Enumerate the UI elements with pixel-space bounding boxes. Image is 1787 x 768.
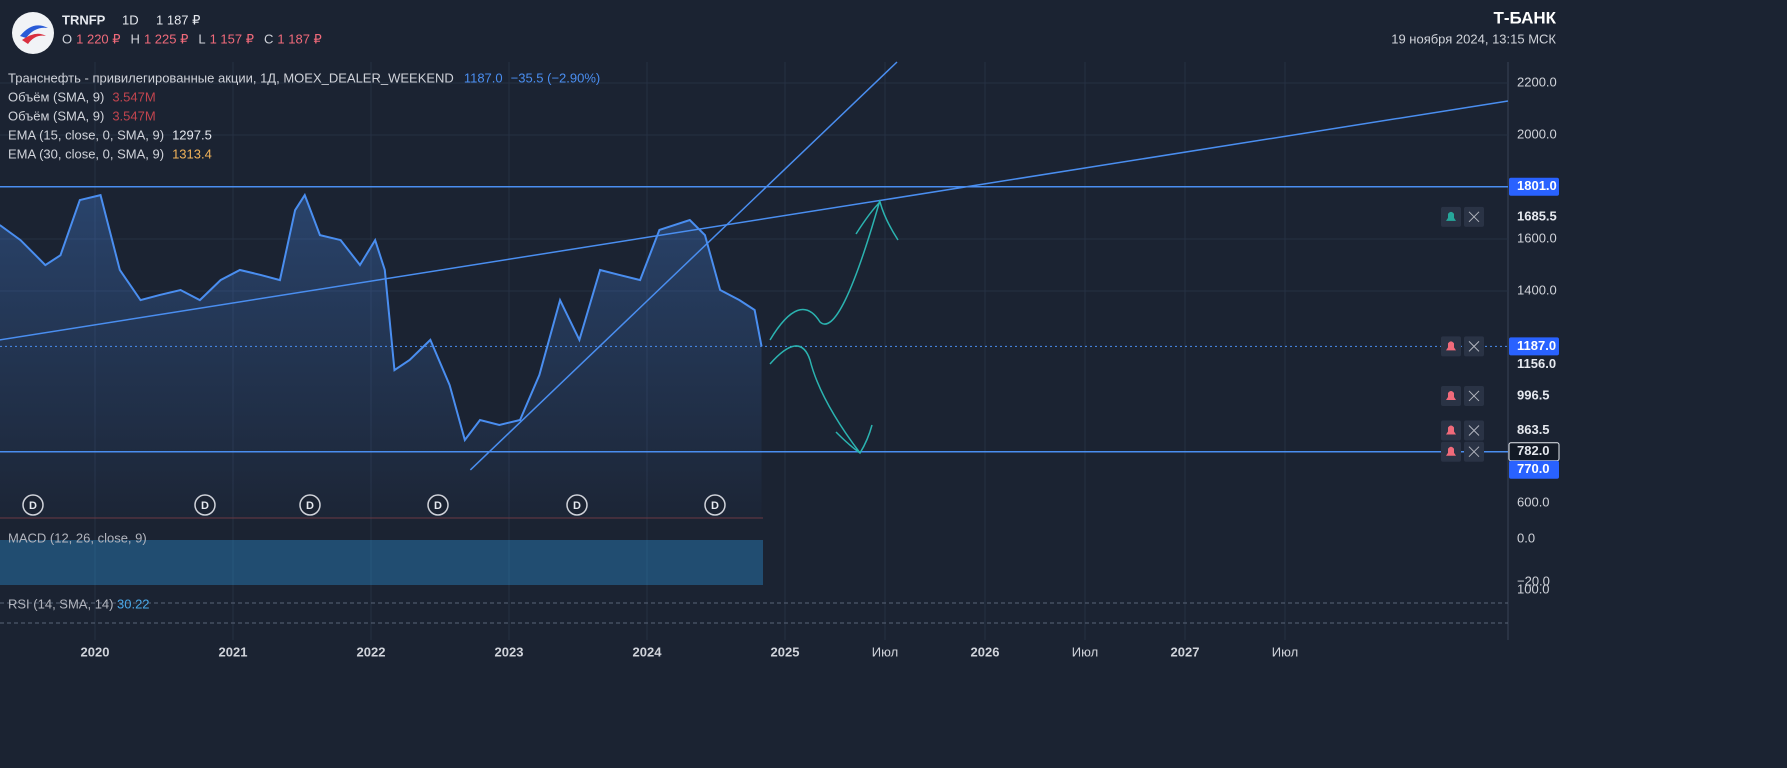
area (0, 195, 762, 518)
ohlc-value: 1 187 ₽ (277, 31, 321, 46)
ohlc-key: O (62, 31, 72, 46)
y-tick-label: 1400.0 (1517, 282, 1557, 297)
dividend-marker[interactable] (22, 494, 44, 516)
dividend-label: D (711, 500, 719, 512)
level-box (1509, 460, 1559, 479)
pane-axis-label: 100.0 (1517, 581, 1550, 596)
brand: Т‑БАНК (1493, 8, 1556, 27)
x-tick-label: 2024 (633, 644, 663, 659)
legend-indicator: Объём (SMA, 9) (8, 89, 104, 104)
dividend-label: D (29, 500, 37, 512)
legend-main: Транснефть - привилегированные акции, 1Д… (8, 70, 454, 85)
alert-bell (1446, 341, 1456, 351)
y-tick-label: 2200.0 (1517, 74, 1557, 89)
x-tick-label: 2025 (771, 644, 800, 659)
legend-indicator-value: 3.547M (112, 89, 155, 104)
legend-indicator: EMA (30, close, 0, SMA, 9) (8, 146, 164, 161)
dividend-marker[interactable] (566, 494, 588, 516)
dividend-label: D (573, 500, 581, 512)
ohlc-value: 1 225 ₽ (144, 31, 188, 46)
remove-icon (1468, 341, 1480, 352)
level-label: 996.5 (1517, 387, 1550, 402)
price-line (0, 192, 763, 443)
x-tick-label: 2021 (219, 644, 248, 659)
remove-icon (1468, 390, 1480, 402)
logo-mark (22, 33, 46, 44)
logo-mark (20, 25, 48, 38)
dividend-marker[interactable] (299, 494, 321, 516)
x-tick-label: Июл (1272, 644, 1298, 659)
pane-axis-label: −20.0 (1517, 573, 1550, 588)
ohlc-value: 1 220 ₽ (76, 31, 120, 46)
x-tick-label: Июл (1072, 644, 1098, 659)
x-tick-label: 2022 (357, 644, 386, 659)
level-box (1509, 337, 1559, 356)
ohlc-key: L (198, 31, 205, 46)
alert-bell (1446, 425, 1456, 435)
legend-indicator-value: 1313.4 (172, 146, 212, 161)
x-tick-label: 2020 (81, 644, 110, 659)
dividend-label: D (434, 500, 442, 512)
level-label: 1801.0 (1517, 178, 1557, 193)
legend-indicator-value: 1297.5 (172, 127, 212, 142)
y-tick-label: 2000.0 (1517, 126, 1557, 141)
level-box (1509, 177, 1559, 196)
alert-bell (1446, 211, 1456, 221)
ticker: TRNFP (62, 12, 106, 27)
level-label: 1187.0 (1517, 338, 1556, 353)
legend: Транснефть - привилегированные акции, 1Д… (8, 70, 600, 161)
rsi-value: 30.22 (117, 596, 150, 611)
y-tick-label: 1600.0 (1517, 230, 1557, 245)
x-tick-label: 2023 (495, 644, 524, 659)
remove-icon (1468, 425, 1480, 436)
legend-indicator: Объём (SMA, 9) (8, 108, 104, 123)
drawn-arrow (769, 199, 899, 341)
dividend-label: D (306, 500, 314, 512)
pane-axis-label: 0.0 (1517, 530, 1535, 545)
remove-icon (1468, 211, 1480, 223)
dividend-label: D (201, 500, 209, 512)
level-label: 863.5 (1517, 422, 1550, 437)
rsi-label: RSI (14, SMA, 14) (8, 596, 113, 611)
plot (0, 61, 1509, 640)
pane-axis-label: 600.0 (1517, 494, 1550, 509)
price: 1 187 ₽ (156, 12, 200, 27)
x-tick-label: 2027 (1171, 644, 1200, 659)
remove-icon (1468, 446, 1480, 458)
dividend-marker[interactable] (427, 494, 449, 516)
trendline (469, 61, 898, 471)
level-label: 782.0 (1517, 443, 1550, 458)
logo (12, 12, 54, 54)
dividend-marker[interactable] (194, 494, 216, 516)
interval: 1D (122, 12, 139, 27)
level-label: 1685.5 (1517, 208, 1557, 223)
level-label: 1156.0 (1517, 356, 1556, 371)
macd-label: MACD (12, 26, close, 9) (8, 530, 147, 545)
legend-main-value: 1187.0 (464, 70, 503, 85)
dividend-marker[interactable] (704, 494, 726, 516)
x-tick-label: 2026 (971, 644, 1000, 659)
ohlc-key: C (264, 31, 273, 46)
ohlc-value: 1 157 ₽ (210, 31, 254, 46)
level-label: 770.0 (1517, 461, 1550, 476)
ohlc-key: H (131, 31, 140, 46)
legend-indicator-value: 3.547M (112, 108, 155, 123)
macd-pane (0, 540, 763, 585)
legend-main-change: −35.5 (−2.90%) (511, 70, 601, 85)
alert-bell (1446, 390, 1456, 400)
drawn-arrow (769, 345, 873, 455)
datetime: 19 ноября 2024, 13:15 МСК (1391, 31, 1556, 46)
alert-bell (1446, 446, 1456, 456)
trendline (0, 100, 1509, 341)
x-tick-label: Июл (872, 644, 898, 659)
legend-indicator: EMA (15, close, 0, SMA, 9) (8, 127, 164, 142)
